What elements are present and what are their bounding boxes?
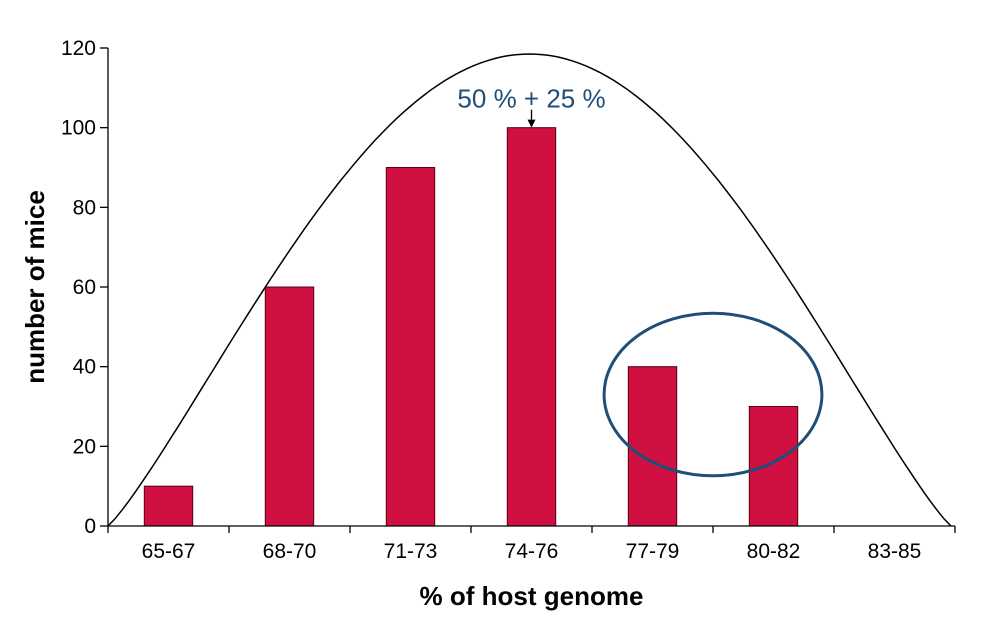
bar-71-73 (385, 167, 436, 527)
y-tick-label: 40 (73, 356, 96, 379)
y-tick-label: 120 (61, 37, 96, 60)
x-tick-label: 80-82 (747, 540, 801, 563)
x-axis-title: % of host genome (420, 581, 644, 611)
bar-77-79 (627, 366, 678, 527)
bar-80-82 (748, 406, 799, 527)
y-axis-title: number of mice (20, 190, 50, 384)
x-tick-label: 65-67 (142, 540, 196, 563)
annotation-arrowhead (527, 119, 536, 128)
y-tick-label: 60 (73, 276, 96, 299)
y-tick-label: 20 (73, 435, 96, 458)
x-tick-label: 77-79 (626, 540, 680, 563)
bar-68-70 (264, 286, 315, 527)
x-tick-label: 83-85 (868, 540, 922, 563)
highlight-ellipse (602, 311, 824, 478)
x-tick-label: 74-76 (505, 540, 559, 563)
x-tick-label: 68-70 (263, 540, 317, 563)
distribution-curve (107, 53, 952, 527)
bar-65-67 (143, 485, 194, 527)
y-tick-label: 80 (73, 196, 96, 219)
y-tick-label: 0 (84, 515, 96, 538)
annotation-text: 50 % + 25 % (457, 84, 605, 114)
bar-74-76 (506, 127, 557, 527)
y-tick-label: 100 (61, 117, 96, 140)
x-tick-label: 71-73 (384, 540, 438, 563)
